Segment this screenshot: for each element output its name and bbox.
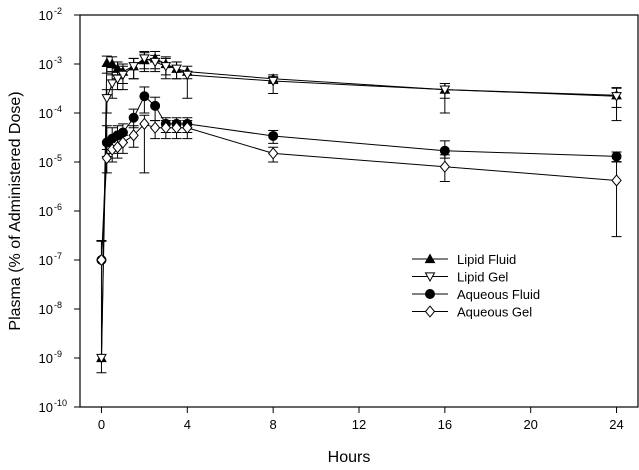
data-point-lipid-gel xyxy=(128,62,140,72)
series-lipid-gel xyxy=(96,50,622,364)
data-point-lipid-gel xyxy=(181,70,193,81)
data-point-aqueous-gel xyxy=(182,121,193,134)
legend-entry-lipid-fluid: Lipid Fluid xyxy=(412,252,516,267)
data-point-lipid-gel xyxy=(96,353,107,364)
series-aqueous-gel xyxy=(96,114,622,267)
y-tick-base: 10 xyxy=(39,302,53,317)
x-tick-label: 16 xyxy=(438,417,452,432)
legend-label: Aqueous Fluid xyxy=(457,287,540,302)
y-tick-label: 10 -4 xyxy=(39,104,62,121)
data-point-lipid-gel xyxy=(149,57,161,68)
y-tick-label: 10 -5 xyxy=(39,153,62,170)
y-tick-base: 10 xyxy=(39,106,53,121)
plot-area-frame xyxy=(79,14,639,408)
data-point-aqueous-gel xyxy=(149,121,161,134)
data-point-aqueous-gel xyxy=(611,174,622,187)
y-tick-label: 10 -9 xyxy=(39,349,62,366)
x-tick-label: 8 xyxy=(270,417,277,432)
data-point-aqueous-fluid xyxy=(268,130,279,141)
legend-label: Aqueous Gel xyxy=(457,305,532,320)
data-point-lipid-gel xyxy=(611,92,622,102)
y-tick-exponent: -6 xyxy=(54,202,62,212)
series-layer xyxy=(96,50,622,374)
y-tick-base: 10 xyxy=(39,351,53,366)
x-tick-label: 24 xyxy=(609,417,623,432)
series-line-aqueous-gel xyxy=(101,123,617,261)
data-point-aqueous-fluid xyxy=(139,91,150,102)
data-point-lipid-gel xyxy=(106,79,118,90)
y-tick-exponent: -5 xyxy=(54,153,62,163)
y-tick-label: 10 -10 xyxy=(39,398,67,415)
data-point-aqueous-gel xyxy=(139,117,150,131)
y-tick-exponent: -3 xyxy=(54,55,62,65)
y-tick-base: 10 xyxy=(39,155,53,170)
series-aqueous-fluid xyxy=(96,86,622,265)
y-tick-label: 10 -7 xyxy=(39,251,62,268)
data-point-aqueous-gel xyxy=(160,121,171,134)
y-tick-label: 10 -8 xyxy=(39,300,62,317)
x-axis: 0 4 8 12 16 20 24 xyxy=(98,407,624,432)
series-line-lipid-gel xyxy=(101,57,617,359)
data-point-lipid-gel xyxy=(160,62,172,72)
legend-label: Lipid Gel xyxy=(457,270,508,285)
legend: Lipid Fluid Lipid Gel Aqueous Fluid Aqueous… xyxy=(412,252,540,320)
legend-entry-aqueous-fluid: Aqueous Fluid xyxy=(412,287,540,302)
y-tick-label: 10 -6 xyxy=(39,202,62,219)
data-point-lipid-gel xyxy=(101,94,113,104)
data-point-lipid-gel xyxy=(117,70,129,81)
legend-marker xyxy=(424,305,436,318)
data-point-aqueous-fluid xyxy=(439,145,450,156)
data-point-aqueous-gel xyxy=(96,253,107,267)
data-point-lipid-gel xyxy=(139,54,150,64)
series-line-lipid-fluid xyxy=(101,57,617,359)
data-point-aqueous-fluid xyxy=(150,100,161,111)
data-point-aqueous-gel xyxy=(268,147,279,160)
y-tick-exponent: -4 xyxy=(54,104,62,114)
data-point-aqueous-gel xyxy=(117,136,129,149)
data-point-aqueous-gel xyxy=(101,151,112,165)
y-tick-base: 10 xyxy=(39,253,53,268)
data-point-aqueous-fluid xyxy=(611,151,622,162)
x-tick-label: 4 xyxy=(184,417,191,432)
data-point-aqueous-gel xyxy=(171,121,182,134)
series-lipid-fluid xyxy=(96,50,622,374)
x-tick-label: 12 xyxy=(352,417,366,432)
y-tick-base: 10 xyxy=(39,8,53,23)
data-point-lipid-fluid xyxy=(106,58,118,69)
y-tick-base: 10 xyxy=(39,57,53,72)
data-point-aqueous-gel xyxy=(439,160,450,173)
legend-entry-aqueous-gel: Aqueous Gel xyxy=(412,305,532,320)
y-tick-exponent: -8 xyxy=(54,300,62,310)
data-point-lipid-gel xyxy=(439,85,451,96)
y-tick-label: 10 -2 xyxy=(39,6,62,23)
y-axis-title: Plasma (% of Administered Dose) xyxy=(7,91,24,330)
x-tick-label: 20 xyxy=(523,417,537,432)
data-point-aqueous-fluid xyxy=(128,112,139,123)
y-tick-base: 10 xyxy=(39,204,53,219)
y-tick-base: 10 xyxy=(39,400,53,415)
data-point-lipid-gel xyxy=(267,76,279,87)
data-point-lipid-gel xyxy=(171,64,182,75)
data-point-aqueous-gel xyxy=(128,129,139,142)
y-tick-exponent: -9 xyxy=(54,349,62,359)
legend-marker xyxy=(424,253,436,264)
x-tick-label: 0 xyxy=(98,417,105,432)
data-point-lipid-gel xyxy=(112,74,123,85)
x-axis-title: Hours xyxy=(328,449,371,466)
y-tick-exponent: -7 xyxy=(54,251,62,261)
legend-label: Lipid Fluid xyxy=(457,252,516,267)
legend-marker xyxy=(424,272,436,283)
y-tick-exponent: -2 xyxy=(54,6,62,16)
y-tick-exponent: -10 xyxy=(54,398,67,408)
legend-entry-lipid-gel: Lipid Gel xyxy=(412,270,508,285)
y-tick-label: 10 -3 xyxy=(39,55,62,72)
legend-marker xyxy=(425,289,435,299)
